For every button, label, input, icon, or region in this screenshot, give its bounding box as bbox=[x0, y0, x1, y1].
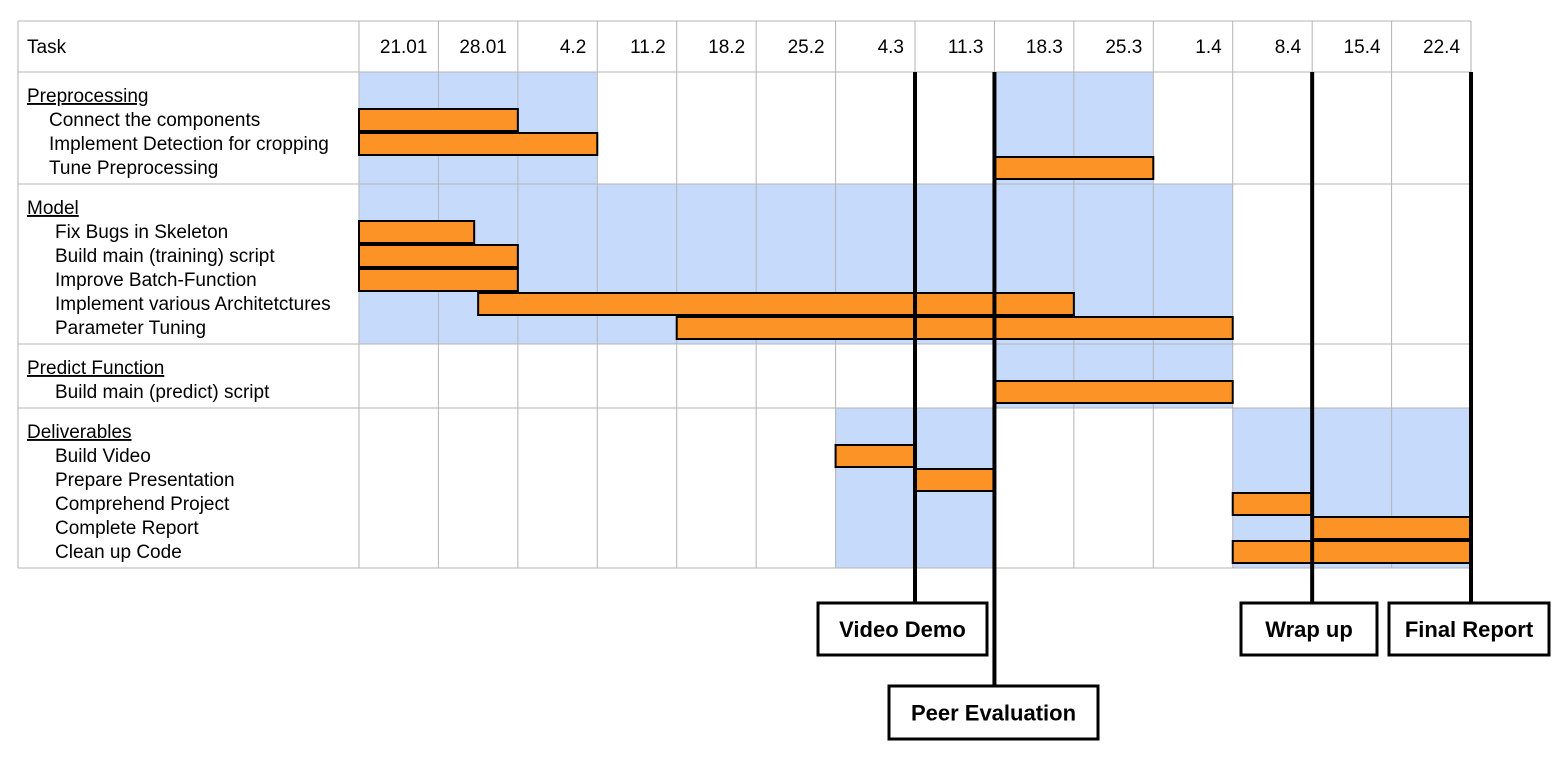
task-bar bbox=[358, 244, 519, 268]
group-label: Predict Function bbox=[27, 358, 164, 379]
week-header: 11.3 bbox=[948, 37, 984, 58]
task-label: Tune Preprocessing bbox=[49, 158, 218, 179]
task-column-header: Task bbox=[27, 37, 67, 58]
task-bar bbox=[914, 468, 996, 492]
shaded-cell bbox=[597, 184, 677, 344]
task-label: Fix Bugs in Skeleton bbox=[55, 222, 228, 243]
task-bar bbox=[675, 316, 1234, 340]
milestone-label: Final Report bbox=[1405, 617, 1534, 642]
group-label: Deliverables bbox=[27, 422, 132, 443]
task-bar bbox=[1231, 492, 1314, 516]
week-header: 18.2 bbox=[708, 37, 745, 58]
milestone-box bbox=[887, 684, 1100, 741]
week-header: 18.3 bbox=[1026, 37, 1063, 58]
task-label: Build main (predict) script bbox=[55, 382, 270, 403]
milestone-label: Wrap up bbox=[1265, 617, 1353, 642]
shaded-cell bbox=[835, 408, 916, 568]
task-bar bbox=[477, 292, 1075, 316]
week-header: 25.2 bbox=[788, 37, 825, 58]
task-label: Comprehend Project bbox=[55, 494, 230, 515]
task-bar bbox=[993, 156, 1155, 180]
milestone-label: Peer Evaluation bbox=[911, 701, 1076, 726]
shaded-cell bbox=[517, 72, 598, 184]
week-header: 8.4 bbox=[1275, 37, 1302, 58]
week-header: 21.01 bbox=[380, 37, 428, 58]
week-header: 4.3 bbox=[878, 37, 904, 58]
week-header: 15.4 bbox=[1344, 37, 1381, 58]
task-label: Implement Detection for cropping bbox=[49, 134, 329, 155]
week-header: 28.01 bbox=[459, 37, 507, 58]
group-label: Model bbox=[27, 198, 79, 219]
task-label: Prepare Presentation bbox=[55, 470, 235, 491]
bar-layer bbox=[358, 108, 1473, 564]
task-bar bbox=[358, 108, 519, 132]
task-label: Improve Batch-Function bbox=[55, 270, 257, 291]
milestone-layer: Video Demo Peer Evaluation Wrap up Final Re… bbox=[816, 72, 1551, 741]
task-bar bbox=[1231, 540, 1473, 564]
task-bar bbox=[358, 220, 476, 244]
week-header: 25.3 bbox=[1105, 37, 1142, 58]
week-header: 22.4 bbox=[1423, 37, 1460, 58]
task-label: Connect the components bbox=[49, 110, 260, 131]
milestone-box bbox=[816, 601, 989, 657]
milestone-box bbox=[1387, 601, 1551, 657]
task-bar bbox=[993, 380, 1234, 404]
week-header: 4.2 bbox=[560, 37, 586, 58]
milestone-box bbox=[1239, 601, 1379, 657]
task-label: Build Video bbox=[55, 446, 151, 467]
week-header: 1.4 bbox=[1195, 37, 1222, 58]
task-label: Build main (training) script bbox=[55, 246, 275, 267]
milestone-label: Video Demo bbox=[839, 617, 966, 642]
task-label: Parameter Tuning bbox=[55, 318, 206, 339]
group-label: Preprocessing bbox=[27, 86, 148, 107]
task-bar bbox=[358, 268, 519, 292]
task-bar bbox=[1311, 516, 1473, 540]
task-label: Complete Report bbox=[55, 518, 199, 539]
task-bar bbox=[358, 132, 599, 156]
task-label: Implement various Architetctures bbox=[55, 294, 331, 315]
task-bar bbox=[834, 444, 917, 468]
week-header: 11.2 bbox=[630, 37, 666, 58]
label-layer: Task 21.01 28.01 4.2 11.2 18.2 25.2 4.3 11.3 18.3… bbox=[27, 37, 1460, 563]
shaded-cell bbox=[517, 184, 598, 344]
task-label: Clean up Code bbox=[55, 542, 182, 563]
